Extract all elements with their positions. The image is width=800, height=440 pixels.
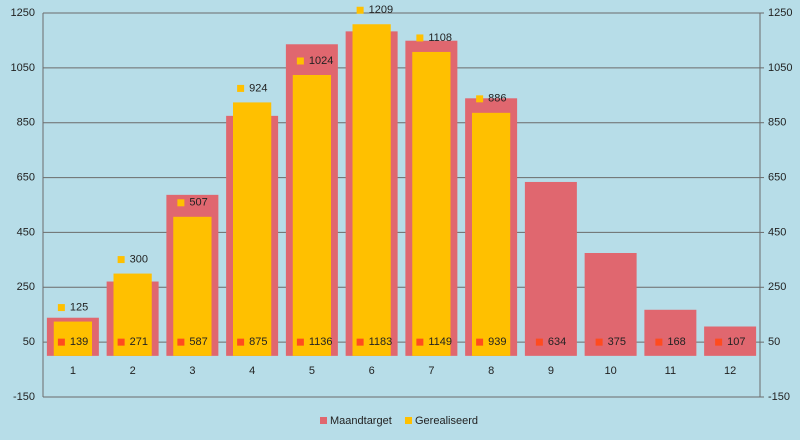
x-tick-label: 12 <box>724 365 736 377</box>
y-tick-label: 1050 <box>11 62 35 74</box>
y2-tick-label: 250 <box>768 281 786 293</box>
value-label: 1108 <box>428 32 452 44</box>
y-tick-label: 850 <box>17 117 35 129</box>
bar <box>352 24 391 356</box>
label-marker <box>237 84 245 92</box>
label-marker <box>416 338 424 346</box>
value-label: 886 <box>488 93 506 105</box>
y2-tick-label: 650 <box>768 171 786 183</box>
label-marker <box>715 338 723 346</box>
label-marker <box>296 57 304 65</box>
y-tick-label: 650 <box>17 171 35 183</box>
x-tick-label: 4 <box>249 365 255 377</box>
value-label: 125 <box>70 301 88 313</box>
bar <box>173 216 212 356</box>
x-tick-label: 10 <box>605 365 617 377</box>
label-marker <box>57 304 65 312</box>
value-label: 507 <box>189 197 207 209</box>
label-marker <box>356 6 364 14</box>
legend-label: Gerealiseerd <box>415 415 478 427</box>
value-label: 107 <box>727 336 745 348</box>
x-tick-label: 11 <box>665 365 676 377</box>
x-tick-label: 9 <box>548 365 554 377</box>
x-tick-label: 2 <box>130 365 136 377</box>
label-marker <box>535 338 543 346</box>
label-marker <box>117 338 125 346</box>
y-tick-label: 50 <box>23 336 35 348</box>
y2-tick-label: 450 <box>768 226 786 238</box>
value-label: 271 <box>130 336 148 348</box>
bar <box>233 102 272 356</box>
value-label: 634 <box>548 336 566 348</box>
x-tick-label: 1 <box>70 365 76 377</box>
y2-tick-label: 1250 <box>768 7 792 19</box>
value-label: 1024 <box>309 55 333 67</box>
value-label: 139 <box>70 336 88 348</box>
label-marker <box>177 338 185 346</box>
value-label: 924 <box>249 82 267 94</box>
bar <box>292 74 331 356</box>
label-marker <box>117 256 125 264</box>
bar <box>644 309 697 356</box>
y2-tick-label: -150 <box>768 391 790 403</box>
value-label: 939 <box>488 336 506 348</box>
y-tick-label: 450 <box>17 226 35 238</box>
label-marker <box>237 338 245 346</box>
x-tick-label: 7 <box>428 365 434 377</box>
bar <box>412 51 451 356</box>
label-marker <box>416 34 424 42</box>
legend-label: Maandtarget <box>330 415 392 427</box>
value-label: 1209 <box>369 4 393 16</box>
label-marker <box>356 338 364 346</box>
value-label: 1183 <box>369 336 393 348</box>
y2-tick-label: 50 <box>768 336 780 348</box>
bar <box>472 112 511 356</box>
x-tick-label: 5 <box>309 365 315 377</box>
label-marker <box>476 338 484 346</box>
value-label: 168 <box>667 336 685 348</box>
label-marker <box>296 338 304 346</box>
y-tick-label: 250 <box>17 281 35 293</box>
legend-swatch <box>405 417 412 424</box>
bar <box>704 326 757 356</box>
label-marker <box>595 338 603 346</box>
value-label: 1149 <box>428 336 452 348</box>
y2-tick-label: 1050 <box>768 62 792 74</box>
label-marker <box>655 338 663 346</box>
y-tick-label: 1250 <box>11 7 35 19</box>
value-label: 875 <box>249 336 267 348</box>
x-tick-label: 3 <box>189 365 195 377</box>
value-label: 1136 <box>309 336 333 348</box>
label-marker <box>57 338 65 346</box>
value-label: 375 <box>608 336 626 348</box>
y-tick-label: -150 <box>13 391 35 403</box>
value-label: 587 <box>189 336 207 348</box>
bar <box>524 181 577 356</box>
y2-tick-label: 850 <box>768 117 786 129</box>
value-label: 300 <box>130 253 148 265</box>
bar <box>584 253 637 356</box>
legend-swatch <box>320 417 327 424</box>
label-marker <box>476 95 484 103</box>
x-tick-label: 8 <box>488 365 494 377</box>
label-marker <box>177 199 185 207</box>
x-tick-label: 6 <box>369 365 375 377</box>
